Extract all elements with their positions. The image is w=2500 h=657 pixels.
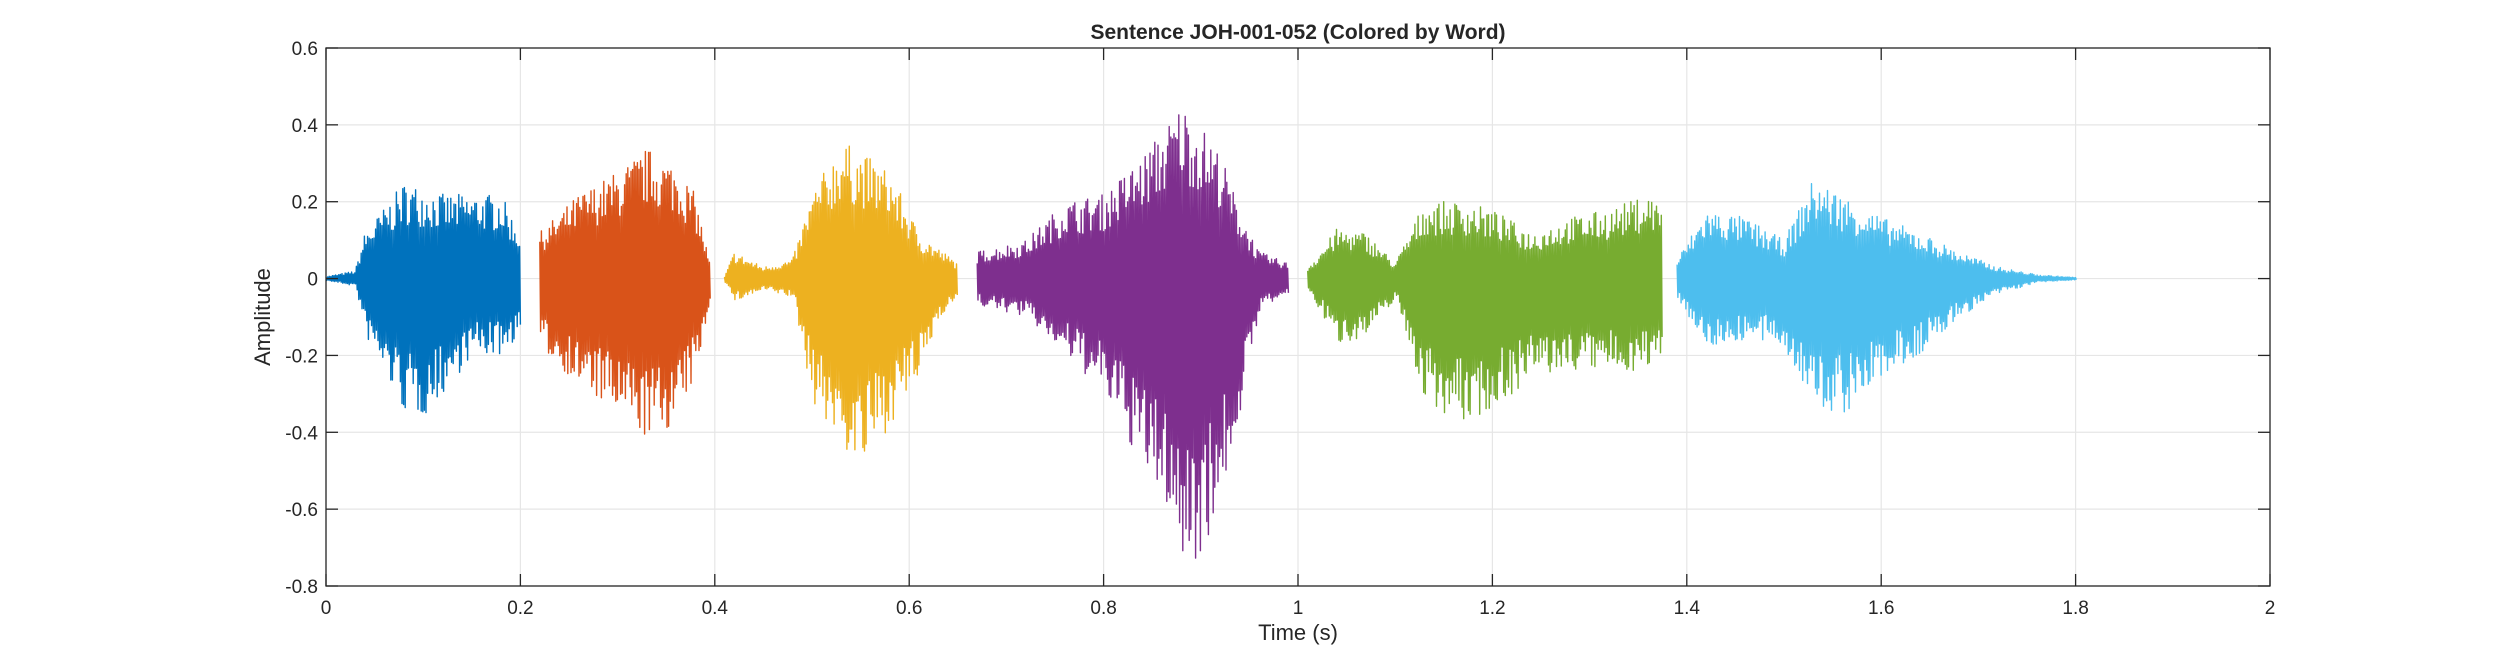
x-tick-label: 1.8 bbox=[2062, 598, 2088, 619]
x-tick-label: 0.4 bbox=[702, 598, 729, 619]
y-tick-label: 0.6 bbox=[292, 39, 318, 60]
x-tick-label: 0.6 bbox=[896, 598, 922, 619]
x-tick-label: 0 bbox=[321, 598, 332, 619]
x-tick-label: 0.8 bbox=[1090, 598, 1116, 619]
chart-title: Sentence JOH-001-052 (Colored by Word) bbox=[1090, 21, 1505, 44]
x-axis-label: Time (s) bbox=[1258, 620, 1338, 645]
y-tick-label: -0.2 bbox=[285, 346, 318, 367]
word-waveform-4 bbox=[976, 114, 1290, 559]
x-tick-label: 0.2 bbox=[507, 598, 533, 619]
x-tick-label: 2 bbox=[2265, 598, 2276, 619]
y-tick-label: -0.6 bbox=[285, 500, 318, 521]
y-tick-label: 0.4 bbox=[292, 116, 319, 137]
word-waveform-2 bbox=[539, 150, 711, 435]
y-tick-label: 0.2 bbox=[292, 193, 318, 214]
y-tick-label: -0.4 bbox=[285, 423, 318, 444]
word-waveform-6 bbox=[1676, 183, 2077, 413]
waveform-series bbox=[325, 114, 2077, 559]
x-tick-label: 1 bbox=[1293, 598, 1304, 619]
y-tick-label: -0.8 bbox=[285, 577, 318, 598]
x-tick-label: 1.6 bbox=[1868, 598, 1894, 619]
y-axis-label: Amplitude bbox=[250, 268, 275, 366]
y-tick-label: 0 bbox=[307, 270, 318, 291]
tick-labels: 0 0.2 0.4 0.6 0.8 1 1.2 1.4 1.6 1.8 20.60.40.20-0.… bbox=[285, 39, 2275, 619]
x-tick-label: 1.2 bbox=[1479, 598, 1505, 619]
x-tick-label: 1.4 bbox=[1674, 598, 1701, 619]
axes-box bbox=[325, 47, 2271, 587]
word-waveform-5 bbox=[1307, 199, 1663, 420]
word-waveform-3 bbox=[723, 145, 958, 452]
word-waveform-1 bbox=[325, 186, 522, 414]
